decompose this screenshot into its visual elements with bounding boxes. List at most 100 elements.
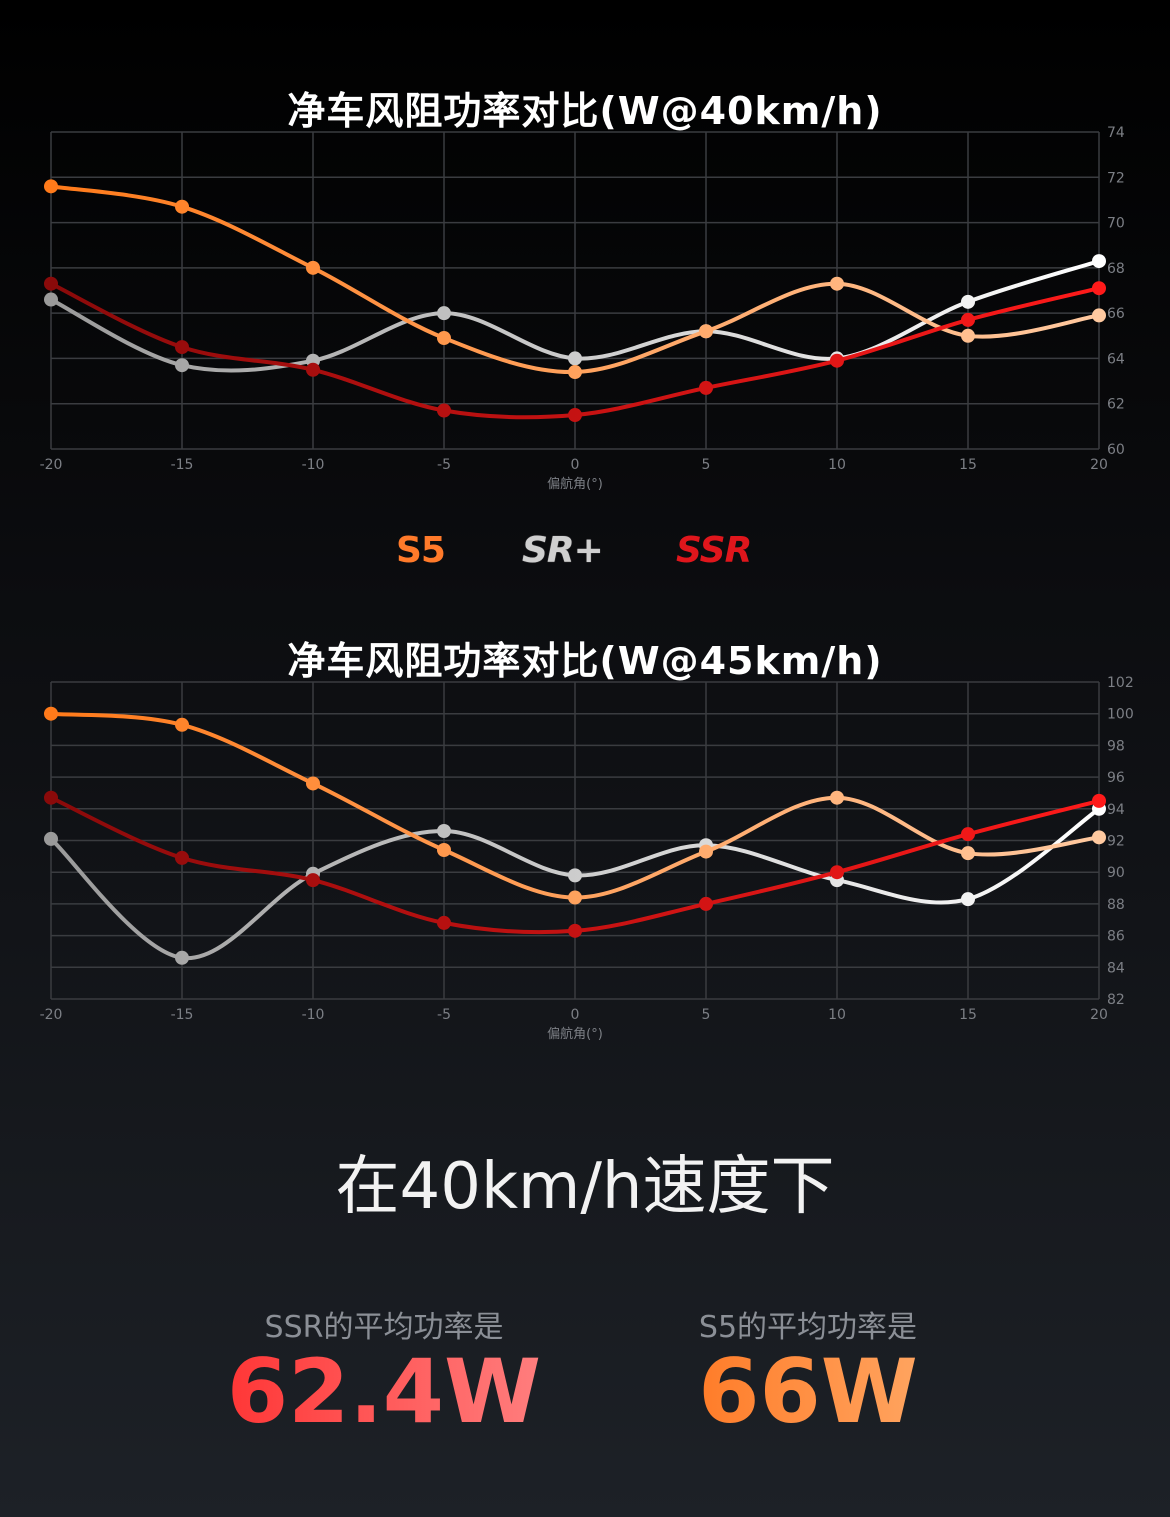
x-axis-label: 偏航角(°): [547, 476, 603, 492]
y-tick-label: 86: [1107, 929, 1125, 945]
y-tick-label: 92: [1107, 834, 1125, 850]
data-point: [961, 827, 975, 842]
data-point: [568, 923, 582, 938]
data-point: [1092, 308, 1106, 323]
x-tick-label: 15: [959, 457, 977, 473]
data-point: [568, 365, 582, 380]
data-point: [568, 890, 582, 905]
ssr-average-value: 62.4W: [174, 1340, 594, 1443]
grid: [50, 131, 1100, 450]
data-point: [568, 351, 582, 366]
x-tick-label: 10: [828, 1007, 846, 1023]
data-point: [961, 846, 975, 861]
y-tick-label: 64: [1107, 351, 1125, 367]
x-tick-label: 15: [959, 1007, 977, 1023]
data-point: [437, 843, 451, 858]
y-tick-label: 62: [1107, 397, 1125, 413]
data-point: [699, 324, 713, 339]
data-point: [961, 294, 975, 309]
y-tick-label: 60: [1107, 442, 1125, 458]
y-tick-label: 96: [1107, 770, 1125, 786]
data-point: [437, 403, 451, 418]
y-tick-label: 84: [1107, 960, 1125, 976]
data-point: [961, 328, 975, 343]
data-point: [830, 790, 844, 805]
data-point: [961, 892, 975, 907]
x-tick-label: -20: [40, 1007, 63, 1023]
y-tick-label: 82: [1107, 992, 1125, 1008]
chart-title-40kmh: 净车风阻功率对比(W@40km/h): [287, 89, 883, 133]
data-point: [1092, 254, 1106, 269]
y-tick-label: 100: [1107, 707, 1134, 723]
data-point: [306, 362, 320, 377]
legend: S5 SR+ SSR: [0, 530, 1170, 580]
data-point: [830, 353, 844, 368]
x-tick-label: -20: [40, 457, 63, 473]
data-point: [44, 831, 58, 846]
chart-title-45kmh: 净车风阻功率对比(W@45km/h): [287, 639, 883, 683]
x-tick-label: 20: [1090, 457, 1108, 473]
data-point: [44, 179, 58, 194]
y-tick-label: 72: [1107, 170, 1125, 186]
data-point: [1092, 281, 1106, 296]
x-tick-label: 0: [571, 1007, 580, 1023]
data-point: [175, 199, 189, 214]
data-point: [437, 915, 451, 930]
data-point: [306, 260, 320, 275]
data-point: [699, 896, 713, 911]
x-tick-label: 5: [702, 457, 711, 473]
series-s5: [44, 179, 1106, 380]
y-tick-label: 98: [1107, 738, 1125, 754]
data-point: [437, 306, 451, 321]
data-point: [306, 873, 320, 888]
data-point: [175, 950, 189, 965]
data-point: [568, 868, 582, 883]
x-tick-label: 10: [828, 457, 846, 473]
data-point: [44, 292, 58, 307]
s5-average-value: 66W: [598, 1340, 1018, 1443]
x-axis-label: 偏航角(°): [547, 1026, 603, 1042]
legend-ssr-logo: SSR: [676, 530, 752, 571]
data-point: [175, 358, 189, 373]
y-tick-label: 102: [1107, 675, 1134, 691]
y-tick-label: 94: [1107, 802, 1125, 818]
data-point: [175, 340, 189, 355]
data-point: [568, 408, 582, 423]
data-point: [306, 776, 320, 791]
y-tick-label: 70: [1107, 216, 1125, 232]
data-point: [1092, 793, 1106, 808]
y-tick-label: 68: [1107, 261, 1125, 277]
x-tick-label: -15: [171, 1007, 194, 1023]
data-point: [175, 717, 189, 732]
chart-45kmh: 82 84 86 88 90 92 94 96 98 100 102 -20 -15 -10 -5 0 5 10 1…: [40, 675, 1134, 1042]
y-tick-label: 88: [1107, 897, 1125, 913]
data-point: [830, 276, 844, 291]
data-point: [961, 312, 975, 327]
data-point: [44, 706, 58, 721]
legend-s5-logo: S5: [396, 530, 446, 571]
x-tick-label: -10: [302, 457, 325, 473]
x-tick-label: -15: [171, 457, 194, 473]
x-tick-label: -10: [302, 1007, 325, 1023]
data-point: [1092, 830, 1106, 845]
legend-srplus-logo: SR+: [522, 530, 604, 571]
x-tick-label: 5: [702, 1007, 711, 1023]
data-point: [44, 790, 58, 805]
data-point: [44, 276, 58, 291]
series-ssr: [44, 276, 1106, 423]
x-tick-label: -5: [437, 457, 451, 473]
y-tick-label: 66: [1107, 306, 1125, 322]
x-tick-label: 0: [571, 457, 580, 473]
series-ssr: [44, 790, 1106, 938]
data-point: [437, 331, 451, 346]
data-point: [830, 865, 844, 880]
summary-subtitle: 在40km/h速度下: [335, 1150, 835, 1224]
y-tick-label: 90: [1107, 865, 1125, 881]
y-tick-label: 74: [1107, 125, 1125, 141]
data-point: [175, 850, 189, 865]
series-line: [49, 806, 1101, 960]
series-s5: [44, 706, 1106, 905]
s5-average-label: S5的平均功率是: [698, 1310, 918, 1345]
ssr-average-label: SSR的平均功率是: [264, 1310, 504, 1345]
data-point: [699, 380, 713, 395]
